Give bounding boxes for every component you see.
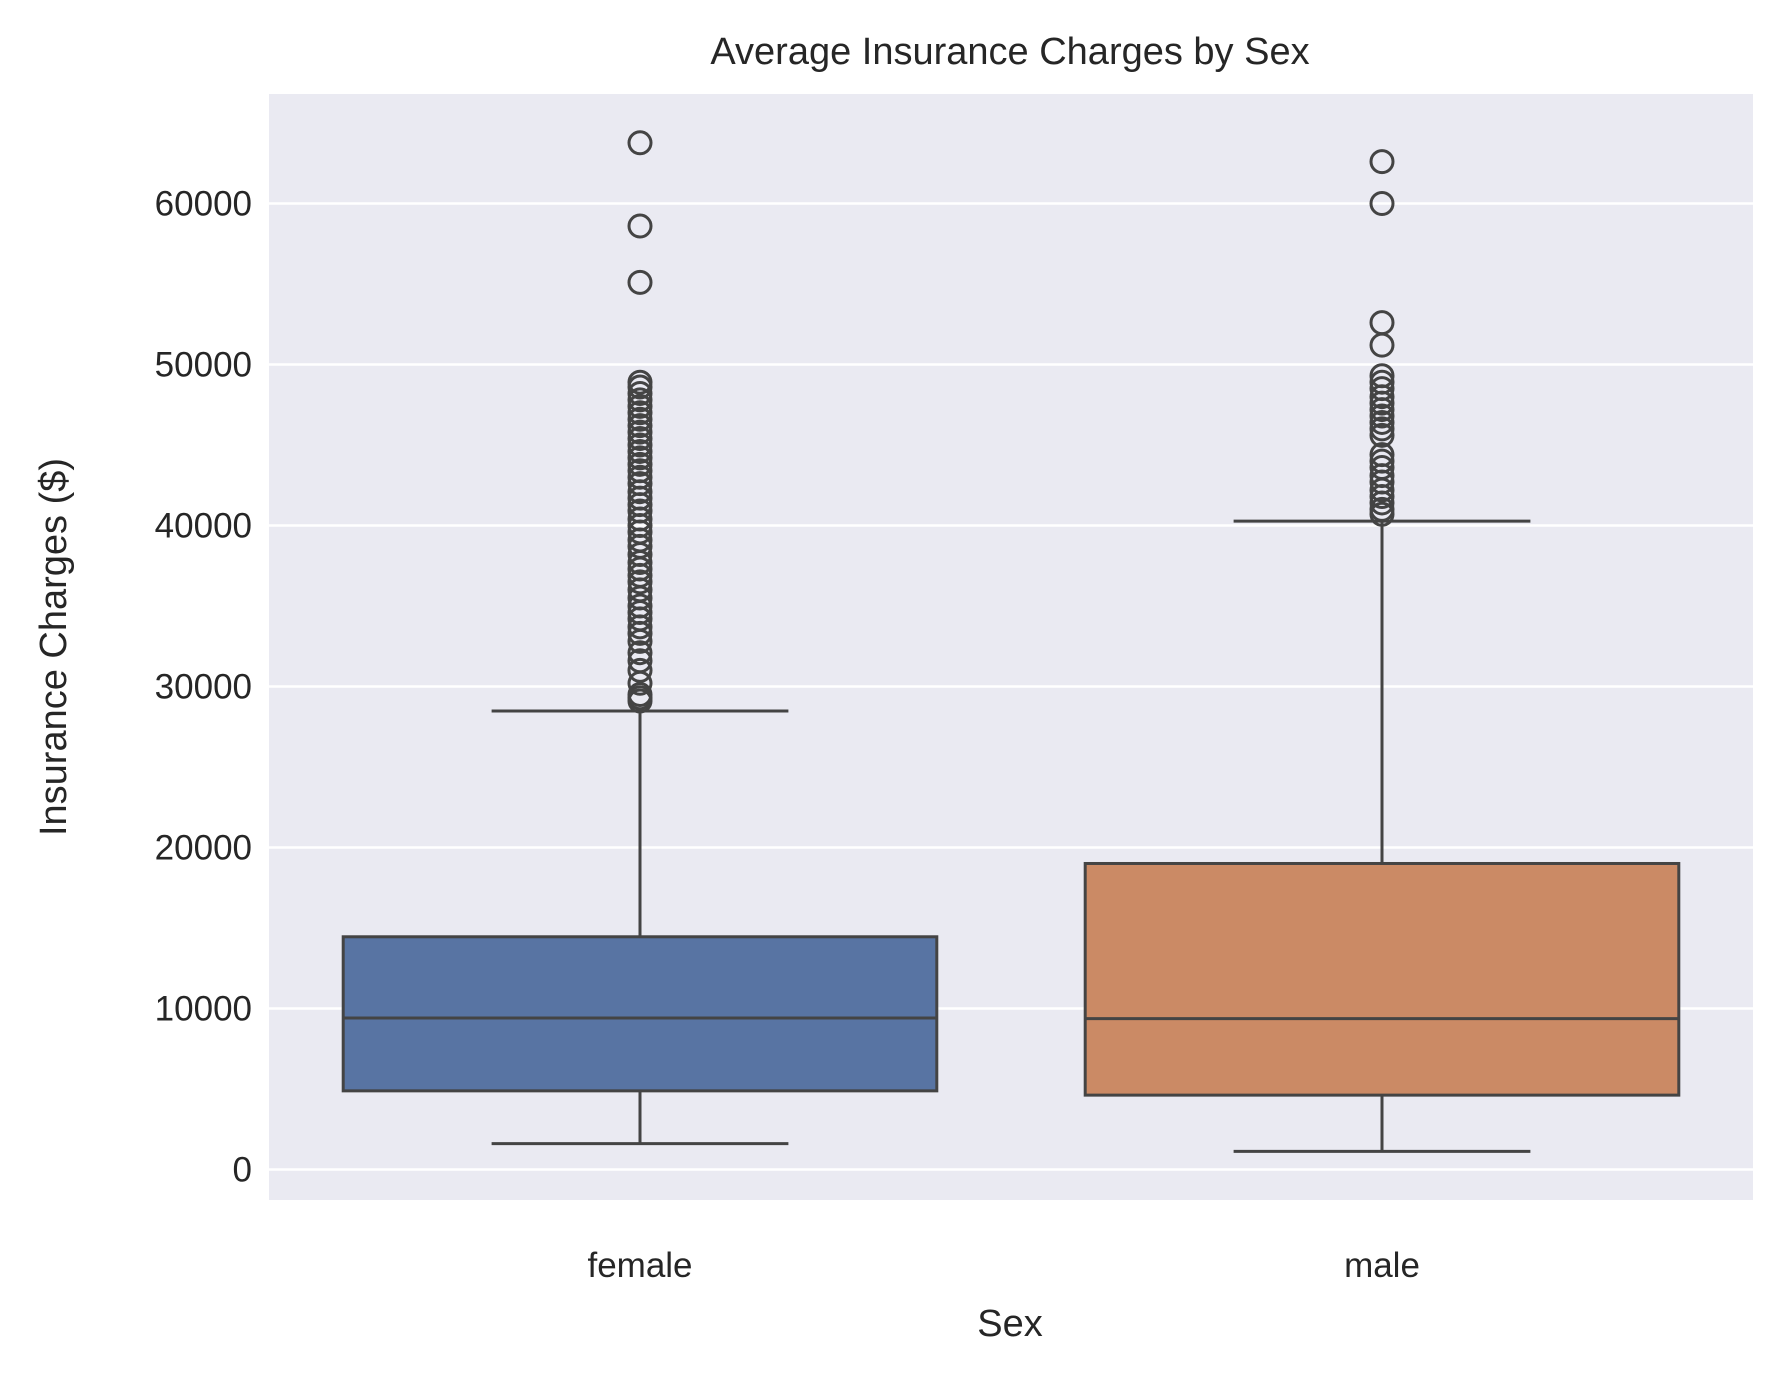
outlier-point: [1369, 403, 1395, 429]
outlier-point: [627, 380, 653, 406]
y-tick-label: 10000: [155, 990, 252, 1029]
outlier-point: [1369, 363, 1395, 389]
outlier-point: [1369, 376, 1395, 402]
y-tick-label: 60000: [155, 185, 252, 224]
x-tick-label: male: [1344, 1246, 1420, 1285]
outlier-point: [1369, 455, 1395, 481]
outlier-point: [627, 426, 653, 452]
outlier-point: [627, 432, 653, 458]
chart-title: Average Insurance Charges by Sex: [710, 31, 1309, 73]
outlier-point: [627, 640, 653, 666]
outlier-point: [627, 471, 653, 497]
y-tick-label: 50000: [155, 346, 252, 385]
y-tick-label: 40000: [155, 507, 252, 546]
y-tick-label: 20000: [155, 829, 252, 868]
outlier-point: [627, 269, 653, 295]
outlier-point: [627, 413, 653, 439]
outlier-point: [627, 438, 653, 464]
iqr-box: [341, 935, 939, 1093]
x-tick-labels: female male: [587, 1246, 1419, 1285]
outlier-point: [1369, 191, 1395, 216]
y-tick-labels: 0 10000 20000 30000 40000 50000 60000: [155, 185, 252, 1190]
outlier-point: [627, 130, 653, 156]
outlier-point: [627, 369, 653, 395]
outlier-point: [627, 458, 653, 484]
outlier-point: [627, 451, 653, 477]
outlier-point: [1369, 310, 1395, 336]
outlier-point: [1369, 422, 1395, 448]
outlier-point: [627, 593, 653, 619]
y-tick-label: 0: [233, 1151, 252, 1190]
outlier-point: [627, 569, 653, 595]
outlier-point: [627, 682, 653, 708]
y-axis-label: Insurance Charges ($): [33, 458, 75, 836]
x-tick-label: female: [587, 1246, 692, 1285]
outlier-point: [1369, 496, 1395, 522]
boxes-layer: [341, 130, 1681, 1153]
outlier-point: [1369, 416, 1395, 442]
outlier-point: [627, 406, 653, 432]
box-female: [341, 130, 939, 1146]
outlier-point: [1369, 442, 1395, 468]
outlier-point: [627, 387, 653, 413]
outlier-point: [627, 498, 653, 524]
outlier-point: [1369, 448, 1395, 474]
outlier-point: [1369, 409, 1395, 435]
outlier-point: [627, 393, 653, 419]
outlier-point: [1369, 369, 1395, 395]
box-male: [1083, 149, 1681, 1153]
outlier-point: [627, 445, 653, 471]
outlier-point: [1369, 149, 1395, 175]
x-axis-label: Sex: [977, 1303, 1042, 1345]
outlier-point: [627, 400, 653, 426]
y-tick-label: 30000: [155, 668, 252, 707]
outlier-point: [627, 464, 653, 490]
outlier-point: [627, 419, 653, 445]
outlier-point: [627, 657, 653, 683]
outlier-point: [627, 213, 653, 239]
iqr-box: [1083, 861, 1681, 1097]
outlier-point: [627, 648, 653, 674]
